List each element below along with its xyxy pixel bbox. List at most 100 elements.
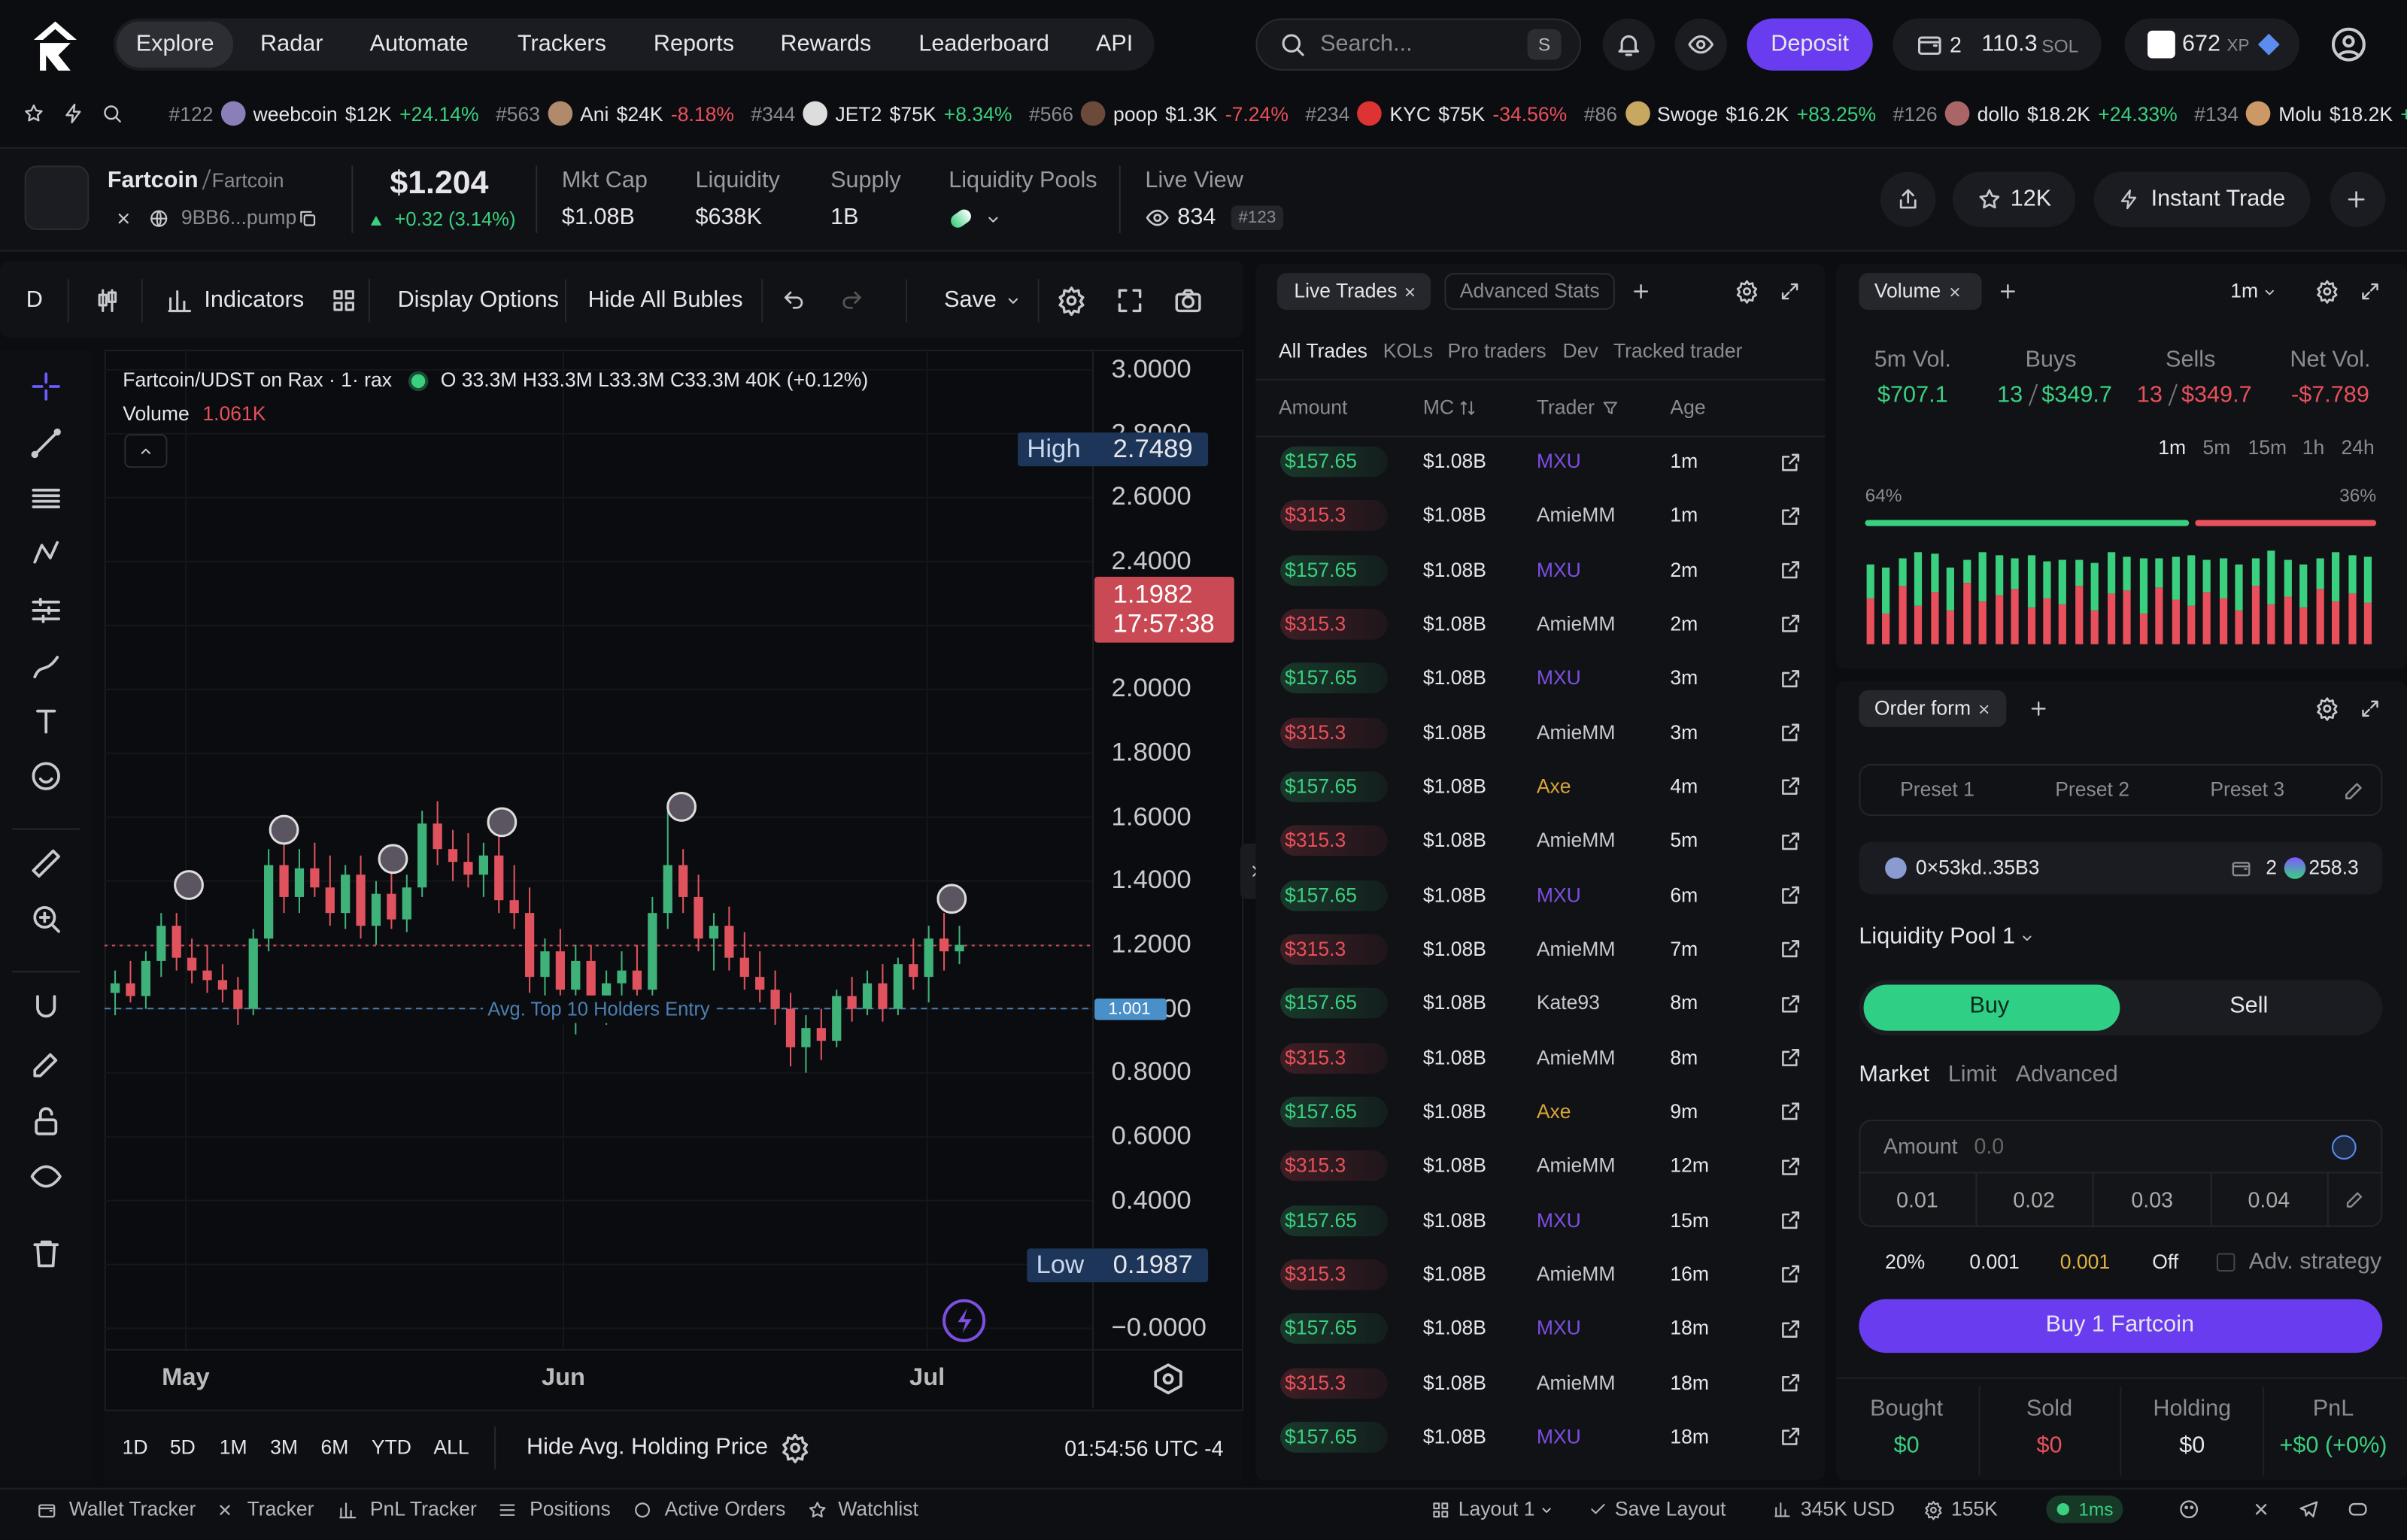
tab-close[interactable] — [1946, 283, 1962, 299]
panel-expand[interactable] — [2360, 698, 2381, 720]
drawing-tool[interactable] — [29, 847, 63, 881]
trade-trader[interactable]: MXU — [1536, 557, 1581, 581]
trade-trader[interactable]: MXU — [1536, 883, 1581, 906]
deposit-button[interactable] — [1747, 18, 1873, 71]
profile-icon[interactable] — [2330, 26, 2367, 63]
buy-tab[interactable] — [1863, 984, 2120, 1031]
drawing-tool[interactable] — [29, 1236, 63, 1270]
period-button[interactable]: 5D — [169, 1435, 196, 1459]
timeframe[interactable]: 5m — [2202, 435, 2231, 459]
trade-link[interactable] — [1778, 505, 1801, 528]
drawing-tool[interactable] — [29, 426, 63, 460]
add-tab[interactable] — [1997, 280, 2019, 302]
trade-link[interactable] — [1778, 450, 1801, 474]
drawing-tool[interactable] — [29, 649, 63, 683]
quick-amount[interactable]: 0.03 — [2131, 1187, 2174, 1212]
footer-link[interactable]: Tracker — [247, 1496, 314, 1520]
trade-trader[interactable]: Kate93 — [1536, 991, 1600, 1014]
drawing-tool[interactable] — [29, 1105, 63, 1138]
interval-select[interactable]: 1m — [2230, 279, 2259, 302]
web-link[interactable] — [148, 208, 168, 228]
social-icon[interactable] — [2251, 1499, 2272, 1520]
trade-trader[interactable]: Axe — [1536, 1099, 1571, 1123]
trade-trader[interactable]: MXU — [1536, 1208, 1581, 1232]
panel-expand[interactable] — [2360, 280, 2381, 302]
trade-filter[interactable]: All Trades — [1278, 338, 1367, 362]
trade-link[interactable] — [1778, 1100, 1801, 1123]
panel-settings[interactable] — [1735, 279, 1759, 304]
drawing-tool[interactable] — [29, 991, 63, 1025]
trade-trader[interactable]: MXU — [1536, 1424, 1581, 1448]
amount-input[interactable]: 0.0 — [1974, 1133, 2005, 1159]
panel-settings[interactable] — [2315, 696, 2340, 721]
wallet-pill[interactable] — [1893, 18, 2102, 71]
quick-amount[interactable]: 0.02 — [2013, 1187, 2055, 1212]
trade-link[interactable] — [1778, 613, 1801, 636]
pool-select[interactable]: Liquidity Pool 1 — [1859, 923, 2016, 950]
layout-select[interactable]: Layout 1 — [1458, 1496, 1535, 1520]
tab-active[interactable] — [1276, 273, 1431, 311]
bell-button[interactable] — [1602, 18, 1655, 71]
preset-button[interactable]: Preset 3 — [2210, 778, 2285, 801]
save-caret[interactable] — [1004, 292, 1022, 310]
drawing-tool[interactable] — [29, 481, 63, 515]
snapshot[interactable] — [1173, 285, 1204, 316]
nav-item[interactable]: API — [1095, 30, 1134, 57]
trade-link[interactable] — [1778, 1046, 1801, 1069]
nav-item[interactable]: Rewards — [780, 30, 872, 57]
trade-filter[interactable]: Pro traders — [1447, 338, 1546, 362]
adv-checkbox[interactable] — [2216, 1253, 2236, 1272]
nav-item[interactable]: Explore — [135, 30, 214, 57]
instant-trade-button[interactable] — [2093, 171, 2311, 227]
tab-active[interactable] — [1859, 690, 2007, 727]
trade-trader[interactable]: AmieMM — [1536, 503, 1616, 527]
period-button[interactable]: YTD — [371, 1435, 411, 1459]
footer-link[interactable]: PnL Tracker — [369, 1496, 477, 1520]
period-button[interactable]: 3M — [270, 1435, 298, 1459]
collapse-legend[interactable] — [124, 434, 168, 468]
trade-link[interactable] — [1778, 938, 1801, 961]
drawing-tool[interactable] — [29, 1047, 63, 1081]
trade-link[interactable] — [1778, 667, 1801, 690]
axis-settings[interactable] — [1152, 1362, 1185, 1396]
chart-type[interactable] — [93, 286, 121, 314]
pool-caret[interactable] — [984, 210, 1002, 228]
trade-trader[interactable]: AmieMM — [1536, 1370, 1616, 1394]
order-mode[interactable]: Advanced — [2015, 1061, 2118, 1088]
period-button[interactable]: 1D — [122, 1435, 148, 1459]
chart-footer-settings[interactable] — [780, 1432, 811, 1463]
trade-filter[interactable]: Dev — [1562, 338, 1598, 362]
timeframe[interactable]: 1h — [2302, 435, 2325, 459]
add-tab[interactable] — [2028, 698, 2050, 720]
trader-filter[interactable] — [1601, 399, 1619, 417]
watch-button[interactable] — [1674, 18, 1727, 71]
display-options[interactable]: Display Options — [397, 286, 559, 314]
x-link[interactable] — [113, 208, 133, 228]
trade-trader[interactable]: AmieMM — [1536, 720, 1616, 744]
edit-quick[interactable] — [2344, 1189, 2366, 1211]
save-button[interactable]: Save — [944, 286, 997, 314]
trade-trader[interactable]: AmieMM — [1536, 611, 1616, 635]
trade-link[interactable] — [1778, 1426, 1801, 1449]
drawing-tool[interactable] — [29, 593, 63, 627]
drawing-tool[interactable] — [29, 902, 63, 935]
trade-trader[interactable]: MXU — [1536, 449, 1581, 473]
indicators-button[interactable]: Indicators — [204, 286, 305, 314]
rocket-icon[interactable] — [63, 103, 85, 125]
trade-link[interactable] — [1778, 992, 1801, 1015]
social-icon[interactable] — [2298, 1499, 2320, 1520]
interval[interactable]: D — [26, 286, 43, 314]
nav-item[interactable]: Automate — [369, 30, 469, 57]
hide-avg-button[interactable]: Hide Avg. Holding Price — [526, 1434, 769, 1460]
layout-icon[interactable] — [330, 286, 358, 314]
chart-settings[interactable] — [1056, 285, 1087, 317]
save-layout[interactable]: Save Layout — [1614, 1496, 1726, 1520]
nav-item[interactable]: Reports — [653, 30, 735, 57]
period-button[interactable]: 1M — [219, 1435, 247, 1459]
trade-link[interactable] — [1778, 559, 1801, 582]
timeframe[interactable]: 24h — [2341, 435, 2375, 459]
logo[interactable] — [28, 18, 83, 73]
trade-trader[interactable]: AmieMM — [1536, 1153, 1616, 1178]
trade-link[interactable] — [1778, 721, 1801, 744]
trade-link[interactable] — [1778, 1209, 1801, 1232]
